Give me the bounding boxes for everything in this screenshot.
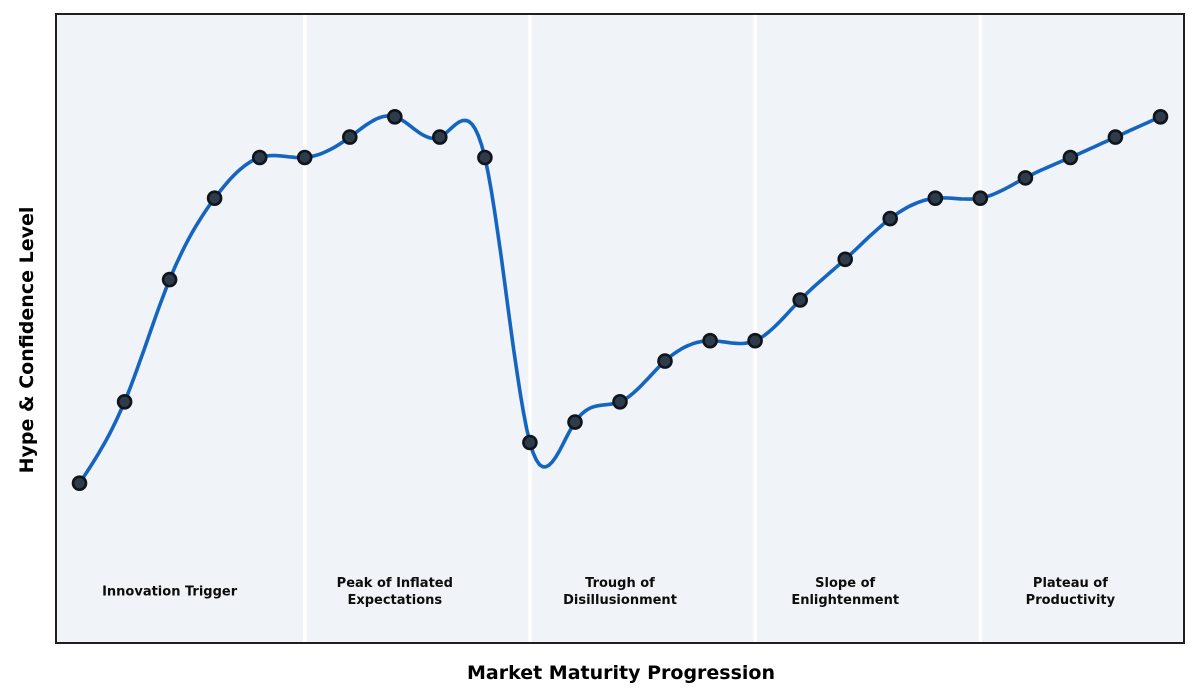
data-point bbox=[1062, 149, 1079, 166]
data-point bbox=[882, 210, 899, 227]
data-point bbox=[206, 190, 223, 206]
data-point bbox=[1017, 170, 1034, 186]
data-point bbox=[567, 414, 583, 430]
hype-curve bbox=[77, 114, 1163, 485]
data-point bbox=[296, 149, 313, 166]
data-point bbox=[251, 149, 268, 166]
data-point bbox=[612, 393, 628, 410]
data-point bbox=[657, 353, 673, 369]
phase-divider bbox=[303, 15, 307, 642]
y-axis-label: Hype & Confidence Level bbox=[16, 206, 38, 474]
data-point bbox=[747, 332, 763, 349]
data-point bbox=[837, 251, 854, 268]
data-point bbox=[927, 190, 944, 206]
data-point bbox=[477, 149, 493, 166]
data-point bbox=[116, 393, 133, 410]
x-axis-label: Market Maturity Progression bbox=[466, 662, 776, 684]
data-point bbox=[1107, 129, 1124, 145]
phase-divider bbox=[978, 15, 983, 642]
phase-label: Plateau of Productivity bbox=[1025, 576, 1116, 608]
hype-cycle-chart bbox=[71, 15, 1169, 642]
phase-divider bbox=[753, 15, 757, 642]
data-point bbox=[71, 475, 88, 492]
data-point bbox=[522, 434, 538, 451]
data-point bbox=[341, 129, 358, 145]
phase-divider bbox=[528, 15, 532, 642]
data-point bbox=[161, 271, 178, 288]
plot-area: Innovation Trigger Peak of Inflated Expec… bbox=[55, 13, 1185, 644]
phase-label: Peak of Inflated Expectations bbox=[336, 576, 453, 608]
data-point bbox=[972, 190, 989, 206]
phase-label: Innovation Trigger bbox=[102, 584, 238, 600]
phase-label: Trough of Disillusionment bbox=[563, 576, 677, 608]
data-point bbox=[702, 332, 718, 349]
data-point bbox=[431, 129, 448, 145]
phase-label: Slope of Enlightenment bbox=[791, 576, 900, 608]
data-point bbox=[792, 292, 809, 308]
data-point bbox=[1152, 109, 1169, 125]
data-point bbox=[386, 109, 403, 125]
